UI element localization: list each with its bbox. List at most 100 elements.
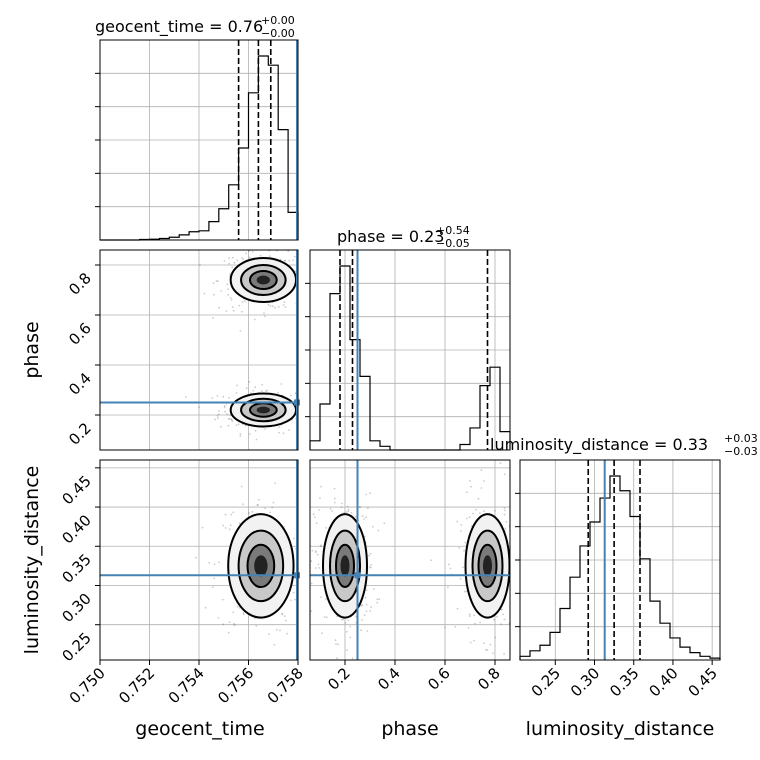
scatter-point xyxy=(261,383,263,386)
scatter-point xyxy=(284,306,287,308)
scatter-point xyxy=(359,506,361,508)
frame-phase xyxy=(309,249,511,451)
scatter-point xyxy=(203,292,206,295)
scatter-point xyxy=(341,502,343,505)
scatter-point xyxy=(315,522,318,525)
scatter-point xyxy=(340,506,343,509)
scatter-point xyxy=(255,438,258,441)
scatter-point xyxy=(459,577,462,580)
scatter-point xyxy=(251,250,254,253)
scatter-point xyxy=(333,501,336,504)
scatter-point xyxy=(229,524,232,527)
hist-step-geocent_time xyxy=(100,55,299,241)
scatter-point xyxy=(367,507,369,510)
ytick-label-phase-2: 0.6 xyxy=(65,319,95,349)
scatter-point xyxy=(218,306,221,309)
scatter-point xyxy=(228,528,231,531)
title-phase: phase = 0.23 xyxy=(337,227,444,246)
scatter-point xyxy=(279,258,282,261)
scatter-point xyxy=(351,657,354,660)
density-level-3 xyxy=(340,555,350,577)
scatter-point xyxy=(248,256,251,259)
scatter-point xyxy=(232,511,235,514)
scatter-point xyxy=(213,293,215,296)
scatter-point xyxy=(201,526,204,529)
scatter-point xyxy=(238,304,241,307)
ytick-label-phase-1: 0.4 xyxy=(65,369,95,399)
scatter-point xyxy=(313,551,315,553)
scatter-point xyxy=(365,610,368,613)
scatter-point xyxy=(316,269,318,271)
scatter-point xyxy=(483,510,485,512)
scatter-point xyxy=(240,485,243,488)
scatter-point xyxy=(300,406,302,408)
scatter-point xyxy=(301,581,303,583)
density-level-3 xyxy=(254,555,268,577)
contour-line-2 xyxy=(477,543,498,589)
scatter-point xyxy=(233,261,236,264)
scatter-point xyxy=(228,257,230,259)
contour-line-2 xyxy=(335,543,355,589)
scatter-point xyxy=(480,487,483,489)
truth-marker-geocent_time-vs-luminosity_distance xyxy=(294,572,300,579)
xtick-label-geocent_time-1: 0.752 xyxy=(115,664,158,707)
scatter-point xyxy=(224,527,227,529)
xtick-label-luminosity_distance-3: 0.40 xyxy=(645,664,681,700)
scatter-point xyxy=(365,516,368,519)
scatter-point xyxy=(334,639,337,642)
scatter-point xyxy=(505,521,508,523)
title-geocent-time-sub: −0.00 xyxy=(261,27,295,40)
scatter-point xyxy=(458,546,461,549)
scatter-point xyxy=(223,404,226,407)
scatter-point xyxy=(264,428,267,430)
scatter-point xyxy=(336,657,338,660)
scatter-point xyxy=(313,318,315,320)
scatter-point xyxy=(253,230,255,232)
scatter-point xyxy=(511,484,513,486)
scatter-point xyxy=(358,506,361,508)
scatter-point xyxy=(224,513,227,516)
ytick-label-luminosity_distance-2: 0.35 xyxy=(58,550,94,586)
scatter-point xyxy=(365,603,368,606)
scatter-point xyxy=(233,624,236,627)
scatter-point xyxy=(213,577,216,580)
scatter-point xyxy=(460,524,463,526)
scatter-point xyxy=(257,248,259,250)
scatter-point xyxy=(346,630,348,633)
scatter-point xyxy=(496,615,498,618)
scatter-point xyxy=(369,610,372,612)
title-phase-sub: −0.05 xyxy=(436,237,470,250)
scatter-point xyxy=(288,429,290,431)
scatter-point xyxy=(464,590,466,593)
scatter-point xyxy=(213,563,216,566)
title-luminosity-distance-sup: +0.03 xyxy=(724,432,758,445)
scatter-point xyxy=(470,485,472,488)
scatter-point xyxy=(512,549,514,551)
scatter-point xyxy=(320,596,322,598)
ylabel-luminosity-distance: luminosity_distance xyxy=(21,466,43,655)
scatter-point xyxy=(346,505,349,508)
scatter-point xyxy=(365,589,368,591)
scatter-point xyxy=(483,480,485,482)
hist-panel-phase xyxy=(305,249,511,451)
scatter-point xyxy=(263,315,266,318)
scatter-point xyxy=(320,485,322,488)
scatter-point xyxy=(515,556,517,558)
scatter-point xyxy=(369,492,371,495)
scatter-point xyxy=(469,641,472,644)
scatter-point xyxy=(474,622,476,625)
scatter-point xyxy=(299,277,301,279)
scatter-point xyxy=(211,586,214,589)
scatter-point xyxy=(305,412,307,414)
scatter-point xyxy=(512,593,514,595)
scatter-point xyxy=(232,309,235,312)
scatter-point xyxy=(456,520,459,523)
scatter-point xyxy=(282,244,284,246)
scatter-point xyxy=(360,605,363,607)
scatter-point xyxy=(344,622,347,624)
scatter-point xyxy=(349,625,352,628)
contour-line-1 xyxy=(471,529,504,603)
scatter-point xyxy=(284,259,287,262)
scatter-point xyxy=(299,427,301,429)
contour-line-1 xyxy=(240,397,287,423)
